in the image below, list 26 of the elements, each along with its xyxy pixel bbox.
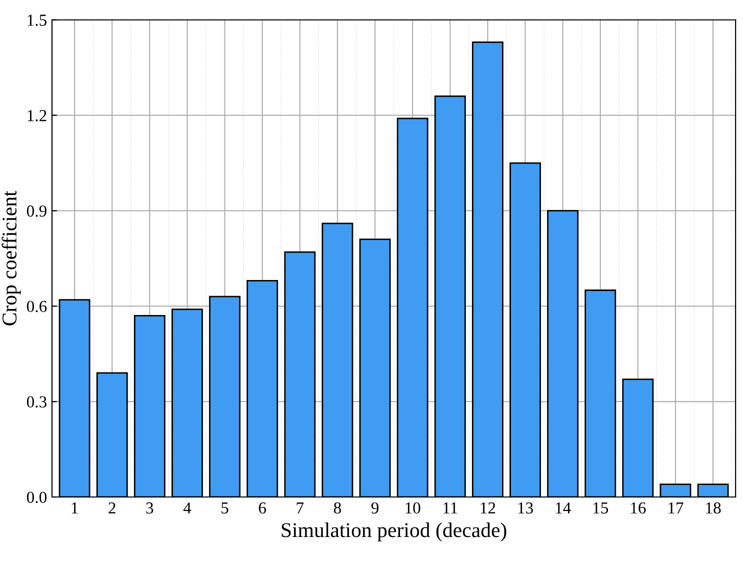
y-tick-label: 0.3 <box>26 396 46 408</box>
y-tick-label: 0.9 <box>26 205 46 217</box>
x-tick-label: 11 <box>444 502 458 514</box>
y-tick-label: 0.0 <box>26 492 47 504</box>
x-tick-label: 6 <box>258 502 266 514</box>
x-tick-label: 15 <box>593 502 608 514</box>
x-axis-title: Simulation period (decade) <box>282 522 506 542</box>
x-tick-label: 3 <box>146 502 154 514</box>
x-tick-label: 10 <box>406 502 420 514</box>
x-tick-label: 9 <box>371 502 378 514</box>
x-tick-label: 5 <box>222 502 228 514</box>
y-tick-label: 1.5 <box>28 14 46 26</box>
x-tick-label: 18 <box>706 502 721 514</box>
y-tick-label: 1.2 <box>28 110 46 122</box>
x-tick-label: 12 <box>480 502 496 514</box>
x-tick-label: 2 <box>108 502 116 514</box>
x-tick-label: 1 <box>72 502 78 514</box>
x-tick-label: 4 <box>183 502 192 514</box>
x-tick-label: 13 <box>518 502 533 514</box>
x-tick-label: 8 <box>334 502 341 514</box>
y-tick-label: 0.6 <box>26 300 47 312</box>
x-tick-label: 14 <box>556 502 571 514</box>
x-tick-label: 16 <box>631 502 646 514</box>
y-axis-title: Crop coefficient <box>2 190 21 326</box>
x-tick-label: 17 <box>668 502 684 514</box>
x-tick-label: 7 <box>296 502 304 514</box>
